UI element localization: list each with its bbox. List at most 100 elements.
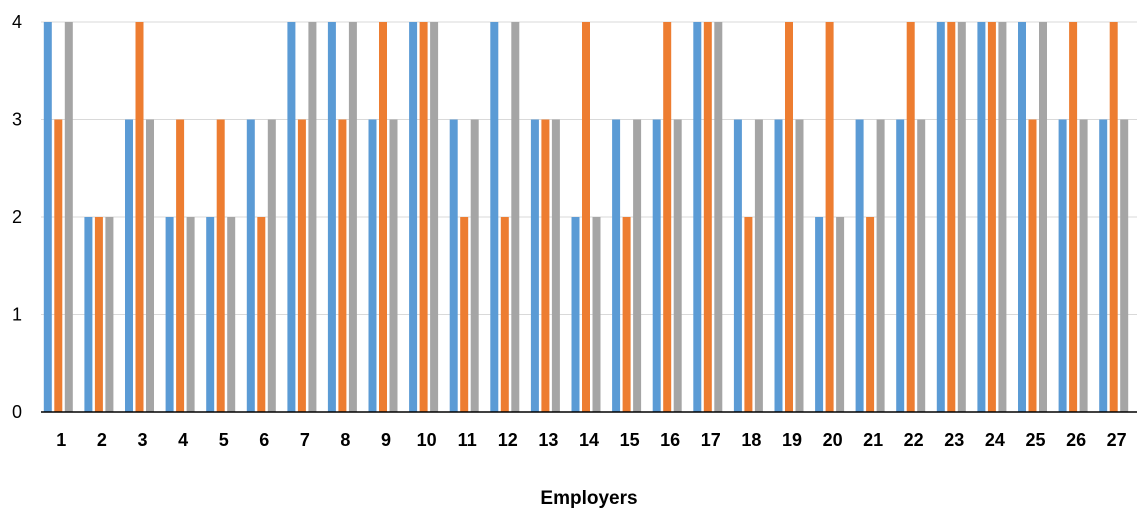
bar-series-3-employer-20	[836, 217, 845, 412]
bar-series-2-employer-11	[460, 217, 469, 412]
bar-series-1-employer-9	[368, 119, 377, 412]
bar-series-3-employer-8	[348, 22, 357, 412]
bar-series-2-employer-13	[541, 119, 550, 412]
bar-series-1-employer-24	[977, 22, 986, 412]
bar-series-2-employer-15	[622, 217, 631, 412]
bar-series-3-employer-7	[308, 22, 317, 412]
x-tick-label: 24	[985, 430, 1005, 450]
bar-series-3-employer-3	[146, 119, 154, 412]
bar-series-2-employer-26	[1069, 22, 1078, 412]
bar-series-1-employer-4	[165, 217, 174, 412]
bar-series-2-employer-7	[297, 119, 306, 412]
bar-series-1-employer-21	[855, 119, 864, 412]
bar-series-2-employer-1	[54, 119, 63, 412]
x-tick-label: 12	[498, 430, 518, 450]
x-tick-label: 5	[219, 430, 229, 450]
bar-series-1-employer-18	[733, 119, 742, 412]
bar-series-2-employer-3	[135, 22, 144, 412]
x-tick-label: 10	[417, 430, 437, 450]
x-tick-label: 4	[178, 430, 188, 450]
x-tick-label: 19	[782, 430, 802, 450]
bar-series-1-employer-27	[1099, 119, 1108, 412]
bar-series-2-employer-8	[338, 119, 347, 412]
bar-series-2-employer-24	[987, 22, 996, 412]
bar-series-2-employer-25	[1028, 119, 1037, 412]
bar-series-3-employer-16	[673, 119, 682, 412]
bar-series-3-employer-15	[633, 119, 642, 412]
x-tick-label: 11	[458, 430, 477, 450]
bar-series-1-employer-11	[449, 119, 458, 412]
x-tick-label: 2	[97, 430, 107, 450]
bar-series-3-employer-23	[957, 22, 966, 412]
bar-series-2-employer-23	[947, 22, 956, 412]
bar-series-2-employer-21	[866, 217, 875, 412]
bar-series-1-employer-3	[125, 119, 133, 412]
bar-series-1-employer-12	[490, 22, 499, 412]
x-tick-label: 23	[944, 430, 964, 450]
x-tick-label: 25	[1025, 430, 1045, 450]
x-tick-label: 16	[660, 430, 680, 450]
bar-series-1-employer-5	[206, 217, 215, 412]
x-tick-label: 3	[137, 430, 147, 450]
y-tick-label: 0	[12, 402, 22, 422]
bar-series-2-employer-5	[216, 119, 225, 412]
x-tick-label: 22	[904, 430, 924, 450]
y-tick-label: 4	[12, 12, 22, 32]
bar-series-3-employer-22	[917, 119, 926, 412]
bar-series-3-employer-4	[186, 217, 195, 412]
x-axis-ticks: 1 2 3 4 5 6 7 8 9 10 11 12 13 14 15 16 17 18 19 20 21 22 23 24 2…	[56, 430, 1126, 450]
bar-series-1-employer-1	[43, 22, 52, 412]
bar-series-1-employer-13	[530, 119, 539, 412]
bars	[43, 22, 1129, 412]
bar-series-2-employer-6	[257, 217, 266, 412]
bar-series-3-employer-12	[511, 22, 520, 412]
bar-series-1-employer-19	[774, 119, 783, 412]
x-tick-label: 27	[1107, 430, 1127, 450]
bar-series-1-employer-15	[612, 119, 621, 412]
y-tick-label: 1	[12, 305, 22, 325]
x-tick-label: 9	[381, 430, 391, 450]
x-tick-label: 7	[300, 430, 310, 450]
x-tick-label: 8	[340, 430, 350, 450]
bar-series-2-employer-20	[825, 22, 834, 412]
bar-series-1-employer-8	[327, 22, 336, 412]
x-tick-label: 13	[538, 430, 558, 450]
bar-series-1-employer-23	[936, 22, 945, 412]
bar-series-2-employer-18	[744, 217, 753, 412]
y-tick-label: 2	[12, 207, 22, 227]
x-axis-title: Employers	[540, 488, 637, 509]
bar-series-1-employer-22	[896, 119, 905, 412]
x-tick-label: 1	[56, 430, 66, 450]
x-tick-label: 6	[259, 430, 269, 450]
bar-series-1-employer-6	[246, 119, 255, 412]
bar-series-2-employer-17	[703, 22, 712, 412]
bar-series-1-employer-7	[287, 22, 296, 412]
bar-series-3-employer-11	[470, 119, 479, 412]
x-tick-label: 21	[863, 430, 883, 450]
bar-series-1-employer-26	[1058, 119, 1067, 412]
bar-series-3-employer-2	[105, 217, 114, 412]
bar-series-2-employer-4	[176, 119, 185, 412]
x-tick-label: 26	[1066, 430, 1086, 450]
bar-series-3-employer-17	[714, 22, 723, 412]
bar-series-2-employer-19	[785, 22, 793, 412]
bar-series-3-employer-21	[876, 119, 885, 412]
y-tick-label: 3	[12, 110, 22, 130]
bar-series-2-employer-14	[582, 22, 590, 412]
bar-series-3-employer-27	[1120, 119, 1129, 412]
x-tick-label: 15	[620, 430, 640, 450]
bar-series-1-employer-25	[1018, 22, 1026, 412]
bar-series-3-employer-5	[227, 217, 236, 412]
bar-series-3-employer-1	[64, 22, 73, 412]
bar-series-3-employer-18	[754, 119, 763, 412]
bar-series-3-employer-13	[551, 119, 560, 412]
bar-series-2-employer-9	[379, 22, 387, 412]
bar-series-3-employer-14	[592, 217, 601, 412]
bar-series-3-employer-10	[430, 22, 439, 412]
x-tick-label: 18	[741, 430, 761, 450]
bar-series-2-employer-27	[1109, 22, 1118, 412]
x-tick-label: 20	[823, 430, 843, 450]
x-tick-label: 17	[701, 430, 721, 450]
bar-series-1-employer-10	[409, 22, 418, 412]
bar-series-3-employer-25	[1039, 22, 1047, 412]
